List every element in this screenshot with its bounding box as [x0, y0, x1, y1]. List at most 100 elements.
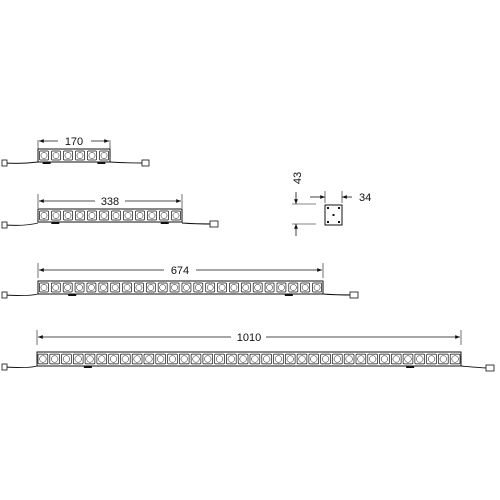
cable-674 — [1, 291, 359, 299]
led-lens — [147, 284, 155, 291]
height-label: 43 — [292, 172, 304, 184]
led-lens — [345, 355, 353, 363]
led-lens — [263, 355, 271, 363]
led-lens — [88, 284, 95, 291]
width-label: 34 — [359, 192, 371, 204]
led-lens — [100, 152, 108, 159]
dimension-674: 674 — [37, 263, 324, 278]
dimension-label-1010: 1010 — [237, 332, 261, 344]
mounting-clip — [97, 162, 106, 164]
led-lens — [123, 284, 131, 291]
bar-housing — [37, 208, 183, 223]
led-lens — [251, 355, 259, 363]
led-lens — [133, 355, 141, 363]
led-lens — [109, 355, 118, 363]
led-lens — [254, 284, 262, 291]
led-lens — [74, 355, 82, 363]
led-bar-1010 — [36, 351, 462, 368]
led-lens — [298, 355, 306, 363]
led-lens — [333, 355, 341, 363]
cable-170 — [1, 159, 150, 167]
led-lens — [62, 355, 71, 363]
led-lens — [242, 284, 250, 291]
led-lens — [380, 355, 389, 363]
led-lens — [100, 212, 108, 219]
led-lens — [148, 212, 156, 219]
led-lens — [52, 152, 60, 159]
led-lens — [64, 284, 72, 291]
led-lens — [52, 212, 60, 219]
led-lens — [230, 284, 238, 291]
dimension-338: 338 — [37, 194, 183, 208]
led-lens — [112, 212, 120, 219]
cable-1010 — [1, 363, 495, 372]
dimension-label-674: 674 — [171, 265, 189, 277]
led-lens — [204, 355, 212, 363]
led-lens — [76, 212, 84, 219]
led-lens — [313, 284, 321, 291]
led-lens — [278, 284, 285, 291]
dimension-1010: 1010 — [36, 330, 462, 345]
led-lens — [124, 212, 132, 219]
led-lens — [86, 355, 94, 363]
led-lens — [286, 355, 294, 363]
led-lens — [40, 152, 48, 159]
led-lens — [321, 355, 330, 363]
led-lens — [310, 355, 318, 363]
led-lens — [51, 355, 59, 363]
led-bar-170 — [37, 148, 111, 164]
led-lens — [88, 152, 96, 159]
fixture-170: 170 — [1, 136, 150, 167]
bar-housing — [36, 351, 462, 367]
led-bar-338 — [37, 208, 183, 224]
led-lens — [168, 355, 177, 363]
led-lens — [416, 355, 424, 363]
led-lens — [52, 284, 60, 291]
mounting-clip — [160, 222, 169, 224]
led-lens — [357, 355, 365, 363]
led-lens — [290, 284, 297, 291]
led-lens — [100, 284, 107, 291]
led-lens — [206, 284, 214, 291]
cross-section-detail: 43 34 — [292, 172, 371, 236]
led-lens — [88, 212, 96, 219]
dimension-label-338: 338 — [101, 196, 119, 208]
led-lens — [160, 212, 168, 219]
led-lens — [121, 355, 129, 363]
led-lens — [218, 284, 226, 291]
led-lens — [159, 284, 167, 291]
led-lens — [439, 355, 447, 363]
led-lens — [180, 355, 188, 363]
led-lens — [157, 355, 165, 363]
led-lens — [451, 355, 459, 363]
mounting-clip — [51, 222, 60, 224]
mounting-clip — [83, 366, 92, 368]
led-lens — [64, 212, 72, 219]
led-lens — [192, 355, 200, 363]
led-lens — [239, 355, 247, 363]
led-lens — [76, 152, 84, 159]
led-lens — [40, 284, 48, 291]
mounting-clip — [284, 294, 293, 296]
led-lens — [64, 152, 72, 159]
dimension-label-170: 170 — [65, 136, 83, 148]
led-lens — [404, 355, 412, 363]
led-lens — [39, 355, 47, 363]
led-lens — [266, 284, 273, 291]
mounting-clip — [68, 294, 77, 296]
led-lens — [392, 355, 400, 363]
led-lens — [215, 355, 224, 363]
led-lens — [195, 284, 202, 291]
bar-housing — [37, 280, 324, 295]
fixture-1010: 1010 — [1, 330, 495, 372]
mounting-clip — [42, 162, 51, 164]
led-lens — [98, 355, 106, 363]
fixture-338: 338 — [1, 194, 219, 229]
led-lens — [301, 284, 309, 291]
led-lens — [274, 355, 283, 363]
led-lens — [40, 212, 48, 219]
cable-338 — [1, 220, 219, 229]
led-lens — [145, 355, 153, 363]
fixture-674: 674 — [1, 263, 359, 299]
